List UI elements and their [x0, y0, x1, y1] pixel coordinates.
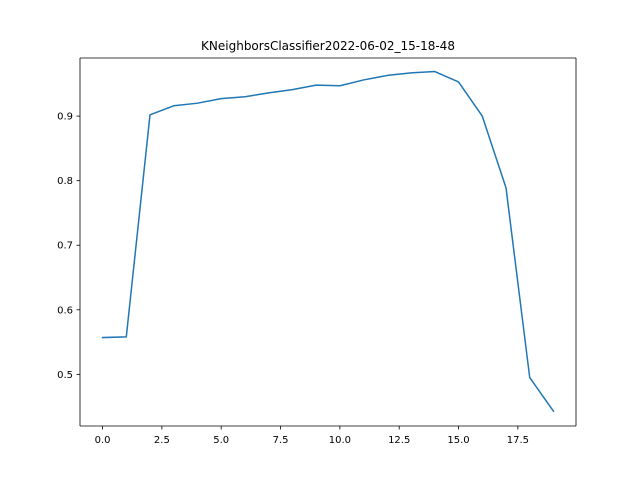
chart-title: KNeighborsClassifier2022-06-02_15-18-48 — [201, 39, 455, 53]
x-tick-label: 2.5 — [154, 435, 170, 446]
y-tick-label: 0.9 — [57, 112, 73, 123]
y-tick-label: 0.7 — [57, 241, 73, 252]
series-line-0 — [101, 70, 555, 413]
y-tick-label: 0.6 — [57, 305, 73, 316]
x-tick-label: 0.0 — [95, 435, 111, 446]
x-tick-label: 15.0 — [447, 435, 469, 446]
y-tick-label: 0.8 — [57, 176, 73, 187]
x-tick-label: 17.5 — [507, 435, 529, 446]
x-tick-label: 10.0 — [329, 435, 351, 446]
x-tick-label: 7.5 — [273, 435, 289, 446]
x-tick-label: 12.5 — [388, 435, 410, 446]
y-tick-label: 0.5 — [57, 370, 73, 381]
x-tick-label: 5.0 — [213, 435, 229, 446]
